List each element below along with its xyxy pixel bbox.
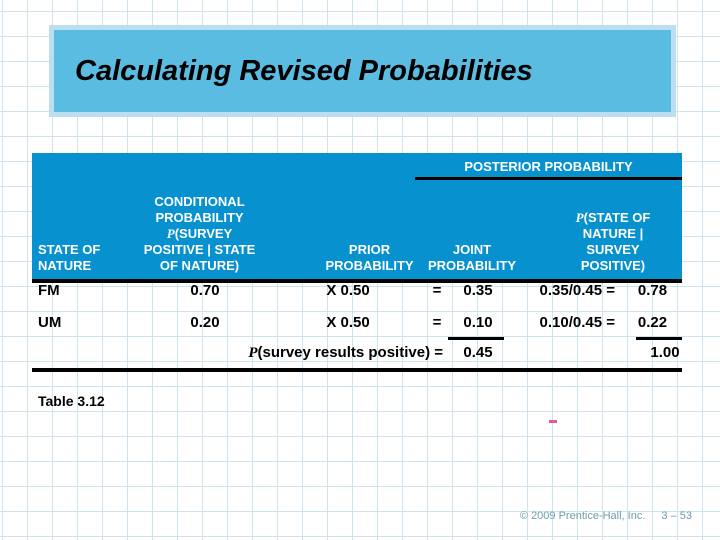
header-line: PRIOR	[348, 242, 391, 257]
header-line-rest: (STATE OF	[583, 210, 651, 225]
column-header-state-of-nature: STATE OF NATURE	[38, 242, 128, 274]
column-header-posterior-formula: P(STATE OF NATURE | SURVEY POSITIVE)	[552, 210, 674, 274]
cell-posterior: 0.22	[637, 314, 668, 331]
header-line: OF NATURE)	[159, 258, 240, 273]
title-box: Calculating Revised Probabilities	[49, 25, 676, 117]
italic-p: P	[248, 345, 258, 361]
table-bottom-rule	[32, 368, 682, 372]
header-line: P(STATE OF	[552, 210, 674, 226]
cell-posterior-calc: 0.10/0.45 =	[539, 314, 615, 331]
column-header-joint-probability: JOINT PROBABILITY	[407, 242, 537, 274]
header-line: POSITIVE | STATE	[143, 242, 256, 257]
header-line: STATE OF	[38, 242, 101, 257]
header-line: NATURE |	[582, 226, 644, 241]
table-caption: Table 3.12	[38, 393, 105, 409]
table-header: POSTERIOR PROBABILITY STATE OF NATURE CO…	[32, 153, 682, 283]
cell-joint: 0.10	[463, 314, 493, 331]
header-line: SURVEY	[586, 242, 640, 257]
cell-state: UM	[38, 314, 62, 331]
table-row: FM 0.70 X 0.50 = 0.35 0.35/0.45 = 0.78	[0, 283, 720, 299]
header-line: NATURE	[38, 258, 92, 273]
header-line: PROBABILITY	[325, 258, 414, 273]
cell-joint-total: 0.45	[463, 344, 493, 361]
column-header-prior-probability: PRIOR PROBABILITY	[307, 242, 432, 274]
italic-p: P	[166, 226, 175, 241]
cell-prior: X 0.50	[326, 314, 370, 331]
cell-conditional: 0.70	[190, 282, 220, 299]
total-label-rest: (survey results positive) =	[257, 344, 444, 361]
stray-dash-mark	[549, 420, 557, 423]
cell-state: FM	[38, 282, 60, 299]
cell-posterior-calc: 0.35/0.45 =	[539, 282, 615, 299]
table-row: UM 0.20 X 0.50 = 0.10 0.10/0.45 = 0.22	[0, 315, 720, 331]
header-line: PROBABILITY	[427, 258, 517, 273]
header-line: P(SURVEY	[117, 226, 282, 242]
cell-equals: =	[432, 282, 442, 299]
total-label: P(survey results positive) =	[160, 344, 444, 362]
header-line: JOINT	[452, 242, 492, 257]
page-title: Calculating Revised Probabilities	[75, 54, 533, 87]
table-total-row: P(survey results positive) = 0.45 1.00	[0, 344, 720, 362]
posterior-probability-label: POSTERIOR PROBABILITY	[415, 159, 682, 180]
footer: © 2009 Prentice-Hall, Inc. 3 – 53	[520, 510, 692, 522]
header-line: PROBABILITY	[155, 210, 244, 225]
header-line: CONDITIONAL	[154, 194, 245, 209]
header-line-rest: (SURVEY	[174, 226, 233, 241]
column-header-conditional-probability: CONDITIONAL PROBABILITY P(SURVEY POSITIV…	[117, 194, 282, 274]
cell-posterior-total: 1.00	[650, 344, 680, 361]
copyright-text: © 2009 Prentice-Hall, Inc.	[519, 510, 646, 522]
sum-underline-joint	[448, 337, 504, 340]
cell-joint: 0.35	[463, 282, 493, 299]
cell-posterior: 0.78	[637, 282, 668, 299]
cell-conditional: 0.20	[190, 314, 220, 331]
cell-equals: =	[432, 314, 442, 331]
cell-prior: X 0.50	[326, 282, 370, 299]
sum-underline-posterior	[636, 337, 682, 340]
slide-number: 3 – 53	[661, 510, 692, 522]
header-line: POSITIVE)	[580, 258, 646, 273]
italic-p: P	[575, 210, 584, 225]
